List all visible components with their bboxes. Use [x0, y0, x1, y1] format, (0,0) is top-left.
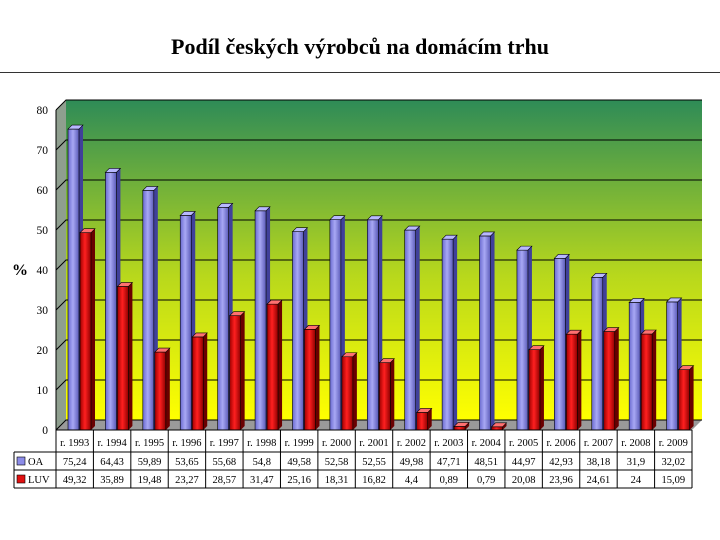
x-tick-label: r. 2001 — [359, 438, 388, 449]
bar-luv — [640, 329, 657, 431]
x-tick-label: r. 1994 — [98, 438, 128, 449]
data-label: 16,82 — [362, 475, 386, 486]
y-axis-label: % — [12, 262, 28, 279]
data-label: 20,08 — [512, 475, 536, 486]
data-label: 31,9 — [627, 457, 645, 468]
bar-luv — [378, 358, 396, 431]
slide-title: Podíl českých výrobců na domácím trhu — [171, 34, 549, 59]
bar-luv — [528, 345, 545, 431]
bar-luv — [565, 329, 583, 431]
x-tick-label: r. 2003 — [434, 438, 463, 449]
bar-luv — [116, 282, 134, 431]
gridline — [55, 99, 702, 111]
y-tick-label: 30 — [37, 305, 49, 317]
x-tick-label: r. 1996 — [172, 438, 201, 449]
data-label: 53,65 — [175, 457, 199, 468]
data-label: 64,43 — [100, 457, 124, 468]
bar-oa — [478, 231, 496, 431]
legend-swatch — [16, 474, 26, 484]
data-label: 0,79 — [477, 475, 495, 486]
x-tick-label: r. 2007 — [584, 438, 613, 449]
x-tick-label: r. 2009 — [659, 438, 688, 449]
data-label: 24,61 — [587, 475, 611, 486]
data-label: 59,89 — [138, 457, 162, 468]
data-label: 38,18 — [587, 457, 611, 468]
data-label: 54,8 — [253, 457, 271, 468]
data-label: 35,89 — [100, 475, 124, 486]
y-tick-label: 50 — [37, 225, 49, 237]
bar-luv — [677, 365, 695, 431]
bar-luv — [303, 325, 321, 431]
x-tick-label: r. 2005 — [509, 438, 538, 449]
data-label: 44,97 — [512, 457, 536, 468]
data-label: 48,51 — [474, 457, 498, 468]
data-label: 4,4 — [405, 475, 419, 486]
data-label: 23,27 — [175, 475, 199, 486]
x-tick-label: r. 1995 — [135, 438, 164, 449]
y-tick-label: 20 — [37, 345, 49, 357]
data-label: 31,47 — [250, 475, 274, 486]
x-tick-label: r. 1993 — [60, 438, 89, 449]
data-label: 15,09 — [661, 475, 685, 486]
data-label: 75,24 — [63, 457, 87, 468]
data-label: 25,16 — [287, 475, 311, 486]
x-tick-label: r. 1997 — [210, 438, 239, 449]
x-tick-label: r. 2002 — [397, 438, 426, 449]
gridline — [55, 139, 702, 151]
x-tick-label: r. 2000 — [322, 438, 351, 449]
data-label: 49,98 — [400, 457, 424, 468]
legend-label: OA — [28, 457, 44, 468]
bar-luv — [415, 408, 433, 431]
bar-luv — [266, 299, 283, 431]
x-tick-label: r. 1999 — [285, 438, 314, 449]
x-tick-label: r. 1998 — [247, 438, 276, 449]
x-tick-label: r. 2004 — [472, 438, 502, 449]
data-label: 18,31 — [325, 475, 349, 486]
data-label: 55,68 — [213, 457, 237, 468]
bar-luv — [603, 327, 620, 431]
bar-luv — [228, 311, 246, 431]
y-tick-label: 10 — [37, 385, 49, 397]
legend-swatch — [16, 456, 26, 466]
bar-luv — [79, 228, 96, 431]
title-divider — [0, 72, 720, 73]
x-tick-label: r. 2006 — [546, 438, 575, 449]
gridline — [55, 219, 702, 231]
x-tick-label: r. 2008 — [621, 438, 650, 449]
data-label: 47,71 — [437, 457, 461, 468]
data-label: 32,02 — [661, 457, 685, 468]
gridline — [55, 179, 702, 191]
data-label: 52,55 — [362, 457, 386, 468]
data-label: 23,96 — [549, 475, 573, 486]
bar-oa — [403, 225, 421, 431]
y-tick-label: 80 — [37, 105, 49, 117]
legend-label: LUV — [28, 475, 50, 486]
data-label: 49,58 — [287, 457, 311, 468]
data-label: 49,32 — [63, 475, 87, 486]
bar-luv — [341, 352, 358, 431]
bar-luv — [191, 332, 208, 431]
data-label: 42,93 — [549, 457, 573, 468]
y-tick-label: 0 — [42, 425, 48, 437]
y-tick-label: 70 — [37, 145, 49, 157]
data-label: 28,57 — [213, 475, 237, 486]
data-label: 0,89 — [440, 475, 458, 486]
data-label: 24 — [631, 475, 642, 486]
bar-oa — [441, 234, 458, 431]
y-tick-label: 40 — [37, 265, 49, 277]
y-tick-label: 60 — [37, 185, 49, 197]
data-label: 19,48 — [138, 475, 162, 486]
bar-luv — [154, 347, 171, 431]
data-label: 52,58 — [325, 457, 349, 468]
